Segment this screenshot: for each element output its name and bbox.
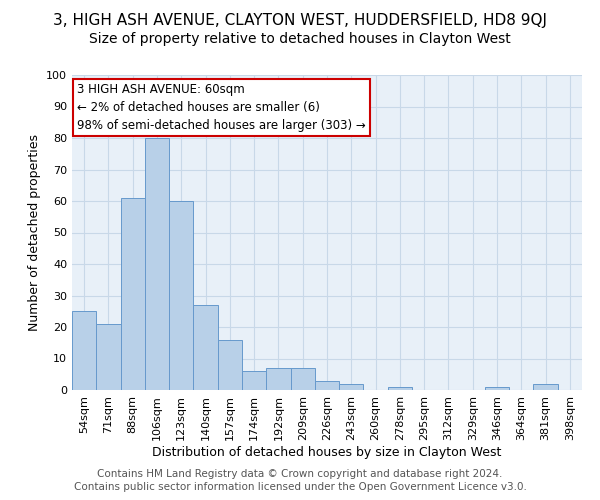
Bar — [169, 201, 193, 390]
Bar — [121, 198, 145, 390]
Text: Size of property relative to detached houses in Clayton West: Size of property relative to detached ho… — [89, 32, 511, 46]
Bar — [96, 324, 121, 390]
Bar — [485, 387, 509, 390]
Bar — [290, 368, 315, 390]
Bar — [193, 305, 218, 390]
X-axis label: Distribution of detached houses by size in Clayton West: Distribution of detached houses by size … — [152, 446, 502, 458]
Bar — [339, 384, 364, 390]
Bar — [533, 384, 558, 390]
Bar — [72, 311, 96, 390]
Bar — [218, 340, 242, 390]
Bar — [315, 380, 339, 390]
Bar — [388, 387, 412, 390]
Bar — [145, 138, 169, 390]
Text: Contains HM Land Registry data © Crown copyright and database right 2024.
Contai: Contains HM Land Registry data © Crown c… — [74, 470, 526, 492]
Bar — [266, 368, 290, 390]
Text: 3 HIGH ASH AVENUE: 60sqm
← 2% of detached houses are smaller (6)
98% of semi-det: 3 HIGH ASH AVENUE: 60sqm ← 2% of detache… — [77, 83, 366, 132]
Bar — [242, 371, 266, 390]
Y-axis label: Number of detached properties: Number of detached properties — [28, 134, 41, 331]
Text: 3, HIGH ASH AVENUE, CLAYTON WEST, HUDDERSFIELD, HD8 9QJ: 3, HIGH ASH AVENUE, CLAYTON WEST, HUDDER… — [53, 12, 547, 28]
